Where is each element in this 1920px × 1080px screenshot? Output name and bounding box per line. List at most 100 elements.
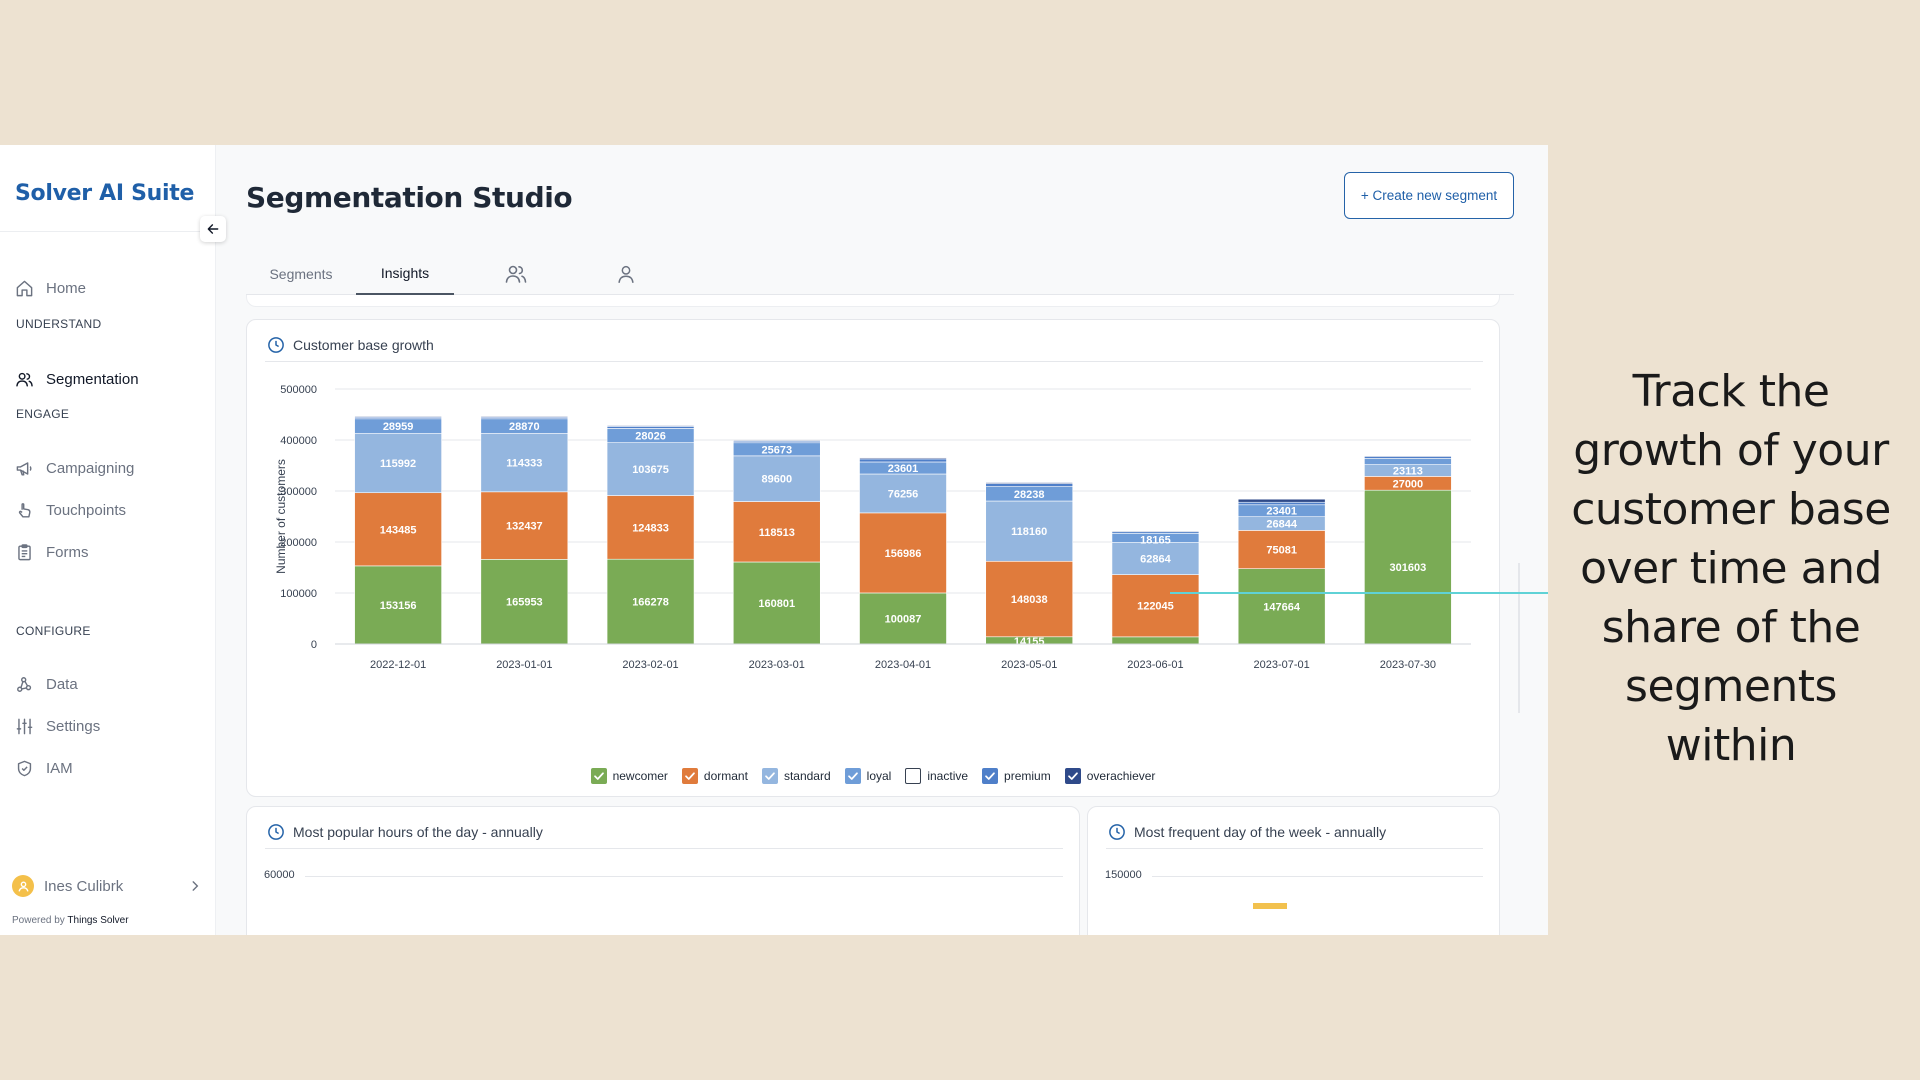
frequent-weekday-card: Most frequent day of the week - annually… xyxy=(1087,806,1500,935)
page-title: Segmentation Studio xyxy=(246,181,573,214)
clock-icon xyxy=(1109,824,1125,840)
legend-item-dormant[interactable]: dormant xyxy=(681,768,748,784)
checkbox-checked-icon[interactable] xyxy=(1064,768,1081,784)
create-segment-button[interactable]: + Create new segment xyxy=(1344,172,1514,219)
bar-segment-overachiever xyxy=(1237,498,1326,503)
users-icon xyxy=(16,372,33,387)
gridline xyxy=(1152,876,1483,877)
checkbox-unchecked-icon[interactable] xyxy=(905,768,922,784)
sidebar-item-forms[interactable]: Forms xyxy=(15,539,89,565)
y-tick-label: 200000 xyxy=(280,537,317,549)
data-label: 122045 xyxy=(1137,601,1174,613)
bar-segment-overachiever xyxy=(859,457,947,460)
card-header: Most popular hours of the day - annually xyxy=(267,823,543,841)
bar-segment-newcomer xyxy=(606,558,695,645)
powered-by-prefix: Powered by xyxy=(12,915,65,926)
app-window: Solver AI Suite Home UNDERSTAND Segmenta… xyxy=(0,145,1548,935)
legend-label: inactive xyxy=(927,769,969,783)
data-label: 143485 xyxy=(380,524,417,536)
bar-segment-overachiever xyxy=(480,416,569,418)
data-label: 147664 xyxy=(1263,601,1301,613)
user-menu[interactable]: Ines Culibrk xyxy=(12,873,202,899)
bar-segment-dormant xyxy=(1237,530,1326,569)
clock-icon xyxy=(268,337,284,353)
y-tick-label: 500000 xyxy=(280,384,317,396)
legend-label: overachiever xyxy=(1086,769,1156,783)
bar-segment-standard xyxy=(480,433,569,493)
data-label: 28959 xyxy=(383,421,414,433)
bar-segment-dormant xyxy=(1111,574,1200,638)
checkbox-checked-icon[interactable] xyxy=(844,768,861,784)
data-label: 28870 xyxy=(509,421,540,433)
x-tick-label: 2023-04-01 xyxy=(875,659,931,671)
sidebar-item-touchpoints[interactable]: Touchpoints xyxy=(15,497,126,523)
checkbox-checked-icon[interactable] xyxy=(982,768,999,784)
sidebar-item-data[interactable]: Data xyxy=(15,671,78,697)
tab-segments[interactable]: Segments xyxy=(269,266,333,282)
legend-item-inactive[interactable]: inactive xyxy=(905,768,968,784)
nav-section-configure: CONFIGURE xyxy=(16,624,91,638)
chart-legend: newcomer dormant standard loyal inactive prem… xyxy=(247,768,1499,784)
sidebar-item-campaigning[interactable]: Campaigning xyxy=(15,455,134,481)
user-icon xyxy=(618,265,634,283)
data-label: 301603 xyxy=(1390,562,1427,574)
x-tick-label: 2022-12-01 xyxy=(370,659,426,671)
data-label: 27000 xyxy=(1393,478,1424,490)
bar-segment-standard xyxy=(985,500,1074,562)
shield-icon xyxy=(17,760,32,776)
tab-bar: Segments Insights xyxy=(246,253,1514,295)
legend-item-premium[interactable]: premium xyxy=(982,768,1051,784)
bar-segment-premium xyxy=(606,426,695,429)
sidebar-item-label: Home xyxy=(46,279,87,297)
sidebar-item-home[interactable]: Home xyxy=(15,275,86,301)
clock-icon xyxy=(268,824,284,840)
avatar xyxy=(12,875,34,897)
legend-item-overachiever[interactable]: overachiever xyxy=(1064,768,1156,784)
scrollbar[interactable] xyxy=(1518,563,1520,713)
data-label: 118160 xyxy=(1011,526,1047,538)
home-icon xyxy=(16,280,33,296)
data-label: 114333 xyxy=(506,458,542,470)
x-tick-label: 2023-06-01 xyxy=(1127,659,1183,671)
collapse-sidebar-button[interactable] xyxy=(200,216,226,242)
checkbox-checked-icon[interactable] xyxy=(590,768,607,784)
callout-connector-line xyxy=(1170,592,1548,594)
chart-title: Customer base growth xyxy=(293,337,434,353)
tab-customer-groups[interactable] xyxy=(486,253,546,295)
bar-segment-overachiever xyxy=(985,482,1074,484)
powered-by-name[interactable]: Things Solver xyxy=(67,915,129,926)
brand-logo[interactable]: Solver AI Suite xyxy=(15,181,195,206)
y-tick-label: 300000 xyxy=(280,486,317,498)
data-label: 23601 xyxy=(888,463,919,475)
data-label: 148038 xyxy=(1011,594,1048,606)
card-divider xyxy=(1106,848,1483,849)
chart-title: Most frequent day of the week - annually xyxy=(1134,824,1387,840)
data-label: 165953 xyxy=(506,597,543,609)
data-label: 115992 xyxy=(380,458,416,470)
x-tick-label: 2023-02-01 xyxy=(622,659,678,671)
bar-segment-dormant xyxy=(985,560,1074,638)
sidebar-item-label: Segmentation xyxy=(46,370,139,388)
checkbox-checked-icon[interactable] xyxy=(681,768,698,784)
tab-single-customer[interactable] xyxy=(596,253,656,295)
legend-item-standard[interactable]: standard xyxy=(761,768,831,784)
sidebar-item-iam[interactable]: IAM xyxy=(15,755,73,781)
user-icon xyxy=(18,880,28,892)
data-label: 62864 xyxy=(1140,554,1171,566)
previous-card-edge xyxy=(246,295,1500,307)
sidebar-item-label: IAM xyxy=(46,759,73,777)
data-label: 124833 xyxy=(632,522,669,534)
legend-label: premium xyxy=(1004,769,1051,783)
bar-segment-standard xyxy=(732,455,821,502)
popular-hours-card: Most popular hours of the day - annually… xyxy=(246,806,1080,935)
bar-segment-standard xyxy=(859,473,947,514)
sidebar-item-segmentation[interactable]: Segmentation xyxy=(15,366,139,392)
legend-item-newcomer[interactable]: newcomer xyxy=(590,768,668,784)
bar-segment-overachiever xyxy=(1111,530,1200,533)
bar-segment-premium xyxy=(859,458,947,463)
gridline xyxy=(305,876,1063,877)
checkbox-checked-icon[interactable] xyxy=(761,768,778,784)
tab-insights[interactable]: Insights xyxy=(356,253,454,295)
sidebar-item-settings[interactable]: Settings xyxy=(15,713,100,739)
legend-item-loyal[interactable]: loyal xyxy=(844,768,891,784)
